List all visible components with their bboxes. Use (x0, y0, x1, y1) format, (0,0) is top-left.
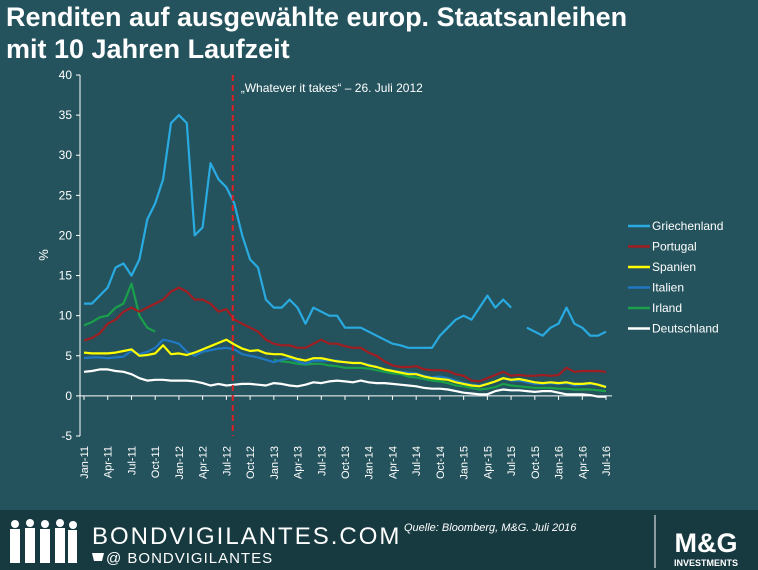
legend-label: Griechenland (652, 219, 723, 233)
y-tick-label: 5 (65, 349, 72, 363)
y-tick-label: 25 (59, 188, 73, 202)
x-tick-label: Jan-11 (79, 446, 91, 479)
brand-logo: M&G (675, 528, 738, 558)
legend-label: Deutschland (652, 322, 719, 336)
x-tick-label: Jan-13 (269, 446, 281, 480)
y-tick-label: 0 (65, 389, 72, 403)
series-line (83, 286, 607, 383)
y-tick-label: 10 (59, 309, 73, 323)
x-tick-label: Oct-14 (435, 446, 447, 479)
x-tick-label: Jul-16 (601, 446, 613, 476)
y-tick-label: 15 (59, 269, 73, 283)
x-tick-label: Oct-15 (530, 446, 542, 479)
x-tick-label: Jul-13 (316, 446, 328, 476)
y-tick-label: -5 (61, 429, 72, 443)
x-tick-label: Apr-11 (103, 446, 115, 478)
x-tick-label: Apr-12 (198, 446, 210, 479)
legend-label: Spanien (652, 260, 696, 274)
x-tick-label: Apr-16 (577, 446, 589, 479)
x-tick-label: Apr-14 (387, 446, 399, 479)
chart-subtitle: mit 10 Jahren Laufzeit (6, 34, 290, 64)
footer-handle: @ BONDVIGILANTES (106, 550, 273, 567)
x-tick-label: Oct-13 (340, 446, 352, 479)
background (0, 0, 758, 510)
x-tick-label: Apr-15 (482, 446, 494, 479)
series-line (83, 368, 606, 398)
series-line (83, 338, 607, 389)
x-tick-label: Apr-13 (293, 446, 305, 479)
x-tick-label: Jul-15 (506, 446, 518, 476)
y-tick-label: 20 (59, 228, 73, 242)
x-tick-label: Jul-14 (411, 446, 423, 476)
brand-subtitle: INVESTMENTS (674, 558, 738, 568)
footer (0, 510, 758, 570)
x-tick-label: Jul-12 (221, 446, 233, 476)
source-note: Quelle: Bloomberg, M&G. Juli 2016 (404, 522, 577, 534)
legend-label: Italien (652, 281, 684, 295)
footer-logo (10, 519, 77, 563)
x-tick-label: Jan-12 (174, 446, 186, 480)
x-tick-label: Jan-14 (364, 446, 376, 480)
legend-label: Irland (652, 301, 682, 315)
x-tick-label: Oct-12 (245, 446, 257, 479)
footer-site: BONDVIGILANTES.COM (92, 523, 401, 550)
y-axis-label: % (36, 249, 51, 261)
event-annotation: „Whatever it takes“ – 26. Juli 2012 (241, 81, 423, 95)
series-line (84, 114, 607, 349)
x-tick-label: Oct-11 (150, 446, 162, 478)
chart-title: Renditen auf ausgewählte europ. Staatsan… (6, 2, 627, 32)
y-tick-label: 30 (59, 148, 73, 162)
x-tick-label: Jan-15 (459, 446, 471, 480)
x-tick-label: Jul-11 (126, 446, 138, 475)
y-tick-label: 35 (59, 108, 73, 122)
series-line (83, 282, 607, 393)
legend-label: Portugal (652, 240, 697, 254)
y-tick-label: 40 (59, 68, 73, 82)
twitter-icon (92, 553, 104, 561)
x-tick-label: Jan-16 (554, 446, 566, 480)
